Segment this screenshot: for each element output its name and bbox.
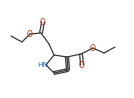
Text: O: O [90,44,96,53]
Text: O: O [40,18,46,26]
Text: O: O [27,29,33,39]
Text: O: O [79,60,85,69]
Text: HN: HN [38,62,49,68]
